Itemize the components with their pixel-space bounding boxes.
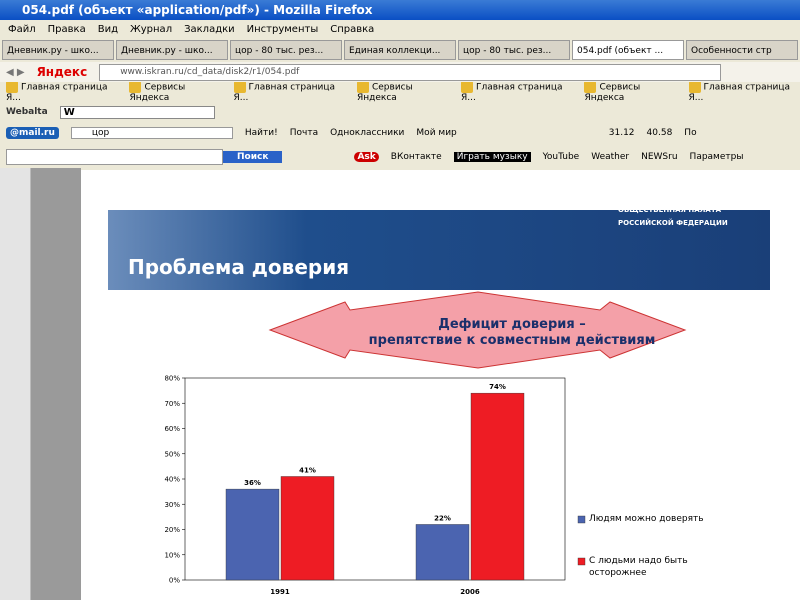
bar [470,392,525,581]
menu-item[interactable]: Правка [47,23,86,35]
value-label: 74% [489,383,506,391]
y-tick-label: 10% [164,551,180,559]
tab-bar: Дневник.ру - шко... Дневник.ру - шко... цо… [0,38,800,62]
menu-item[interactable]: Файл [8,23,36,35]
bookmark-icon [584,82,597,93]
webalta-field[interactable]: W [59,105,215,119]
y-tick-label: 60% [164,425,180,433]
toolbar-item[interactable]: Weather [591,151,630,162]
legend-label: С людьми надо быть осторожнее [589,556,688,578]
toolbar-item[interactable]: YouTube [542,151,580,162]
search-bar: Поиск Ask ВКонтакте Играть музыку YouTube Wea… [0,145,800,168]
mail-find[interactable]: Найти! [244,128,278,138]
callout-star [268,291,687,369]
bookmark[interactable]: Главная страница Я... [688,82,791,102]
bookmark[interactable]: Сервисы Яндекса [356,82,413,102]
title-bar: 054.pdf (объект «application/pdf») - Moz… [0,0,800,20]
logo-line: ОБЩЕСТВЕННАЯ ПАЛАТА [618,206,722,214]
mail-link[interactable]: Одноклассники [330,128,405,138]
bookmark-icon [6,82,18,93]
pdf-margin [31,168,81,600]
x-tick-label: 2006 [460,588,480,596]
tab[interactable]: Дневник.ру - шко... [2,40,114,60]
bar [415,524,470,581]
toolbar-item[interactable]: Ask [354,151,379,162]
bookmark[interactable]: Главная страница Я... [461,82,563,102]
legend-swatch [577,515,586,524]
mail-link[interactable]: Почта [289,128,319,138]
mail-bar: @mail.ru цор Найти! Почта Одноклассники Мой м… [0,122,800,144]
tab[interactable]: цор - 80 тыс. рез... [458,40,570,60]
nav-bar: ◀ ▶ Яндекс www.iskran.ru/cd_data/disk2/r… [0,62,800,82]
y-tick-label: 0% [169,577,180,585]
callout-text: препятствие к совместным действиям [369,333,656,348]
toolbar-item[interactable]: Параметры [689,151,744,162]
y-tick-label: 50% [164,450,180,458]
pdf-sidebar [0,168,31,600]
value-label: 22% [434,514,451,522]
toolbar-item[interactable]: ВКонтакте [390,151,442,162]
tab[interactable]: Единая коллекци... [344,40,456,60]
y-tick-label: 70% [164,400,180,408]
tab[interactable]: Дневник.ру - шко... [116,40,228,60]
y-tick-label: 80% [164,375,180,383]
menu-bar: Файл Правка Вид Журнал Закладки Инструменты Сп… [0,20,800,38]
search-button[interactable]: Поиск [223,150,283,163]
bookmark[interactable]: Сервисы Яндекса [584,82,641,102]
menu-item[interactable]: Инструменты [246,23,319,35]
yandex-logo[interactable]: Яндекс [36,65,88,79]
bar [280,476,335,581]
legend-label: Людям можно доверять [589,514,704,524]
bar [225,488,280,581]
tab[interactable]: Особенности стр [686,40,798,60]
menu-item[interactable]: Журнал [129,23,173,35]
bookmark[interactable]: Сервисы Яндекса [129,82,186,102]
rate: 31.12 [608,128,635,138]
menu-item[interactable]: Справка [330,23,375,35]
webalta-bar: Webalta W [0,102,800,122]
mail-query[interactable]: цор [70,127,233,139]
bookmark-icon [129,82,142,93]
value-label: 41% [299,466,316,474]
bookmarks-bar: Главная страница Я... Сервисы Яндекса Глав… [0,82,800,102]
y-tick-label: 40% [164,476,180,484]
slide-title: Проблема доверия [128,255,349,279]
toolbar-item[interactable]: Играть музыку [453,151,531,162]
tab[interactable]: цор - 80 тыс. рез... [230,40,342,60]
menu-item[interactable]: Закладки [184,23,235,35]
toolbar-item[interactable]: NEWSru [641,151,678,162]
mail-link[interactable]: Мой мир [416,128,457,138]
y-tick-label: 20% [164,526,180,534]
back-button[interactable]: ◀ ▶ [6,66,25,78]
x-tick-label: 1991 [270,588,290,596]
callout-text: Дефицит доверия – [438,317,585,332]
search-field[interactable] [6,148,223,165]
tab[interactable]: 054.pdf (объект ... [572,40,684,60]
menu-item[interactable]: Вид [97,23,118,35]
mail-logo[interactable]: @mail.ru [6,127,59,139]
y-tick-label: 30% [164,501,180,509]
value-label: 36% [244,479,261,487]
bookmark[interactable]: Главная страница Я... [233,82,336,102]
webalta-logo[interactable]: Webalta [6,107,48,117]
logo-line: РОССИЙСКОЙ ФЕДЕРАЦИИ [618,218,728,227]
bookmark-icon [233,82,246,93]
slide-banner [108,210,770,290]
mail-more[interactable]: По [684,128,697,138]
address-field[interactable]: www.iskran.ru/cd_data/disk2/r1/054.pdf [99,63,722,81]
bookmark[interactable]: Главная страница Я... [6,82,108,102]
rate: 40.58 [646,128,673,138]
window-title: 054.pdf (объект «application/pdf») - Moz… [22,3,373,17]
bookmark-icon [688,82,701,93]
bookmark-icon [356,82,369,93]
legend-swatch [577,557,586,566]
bookmark-icon [461,82,473,93]
